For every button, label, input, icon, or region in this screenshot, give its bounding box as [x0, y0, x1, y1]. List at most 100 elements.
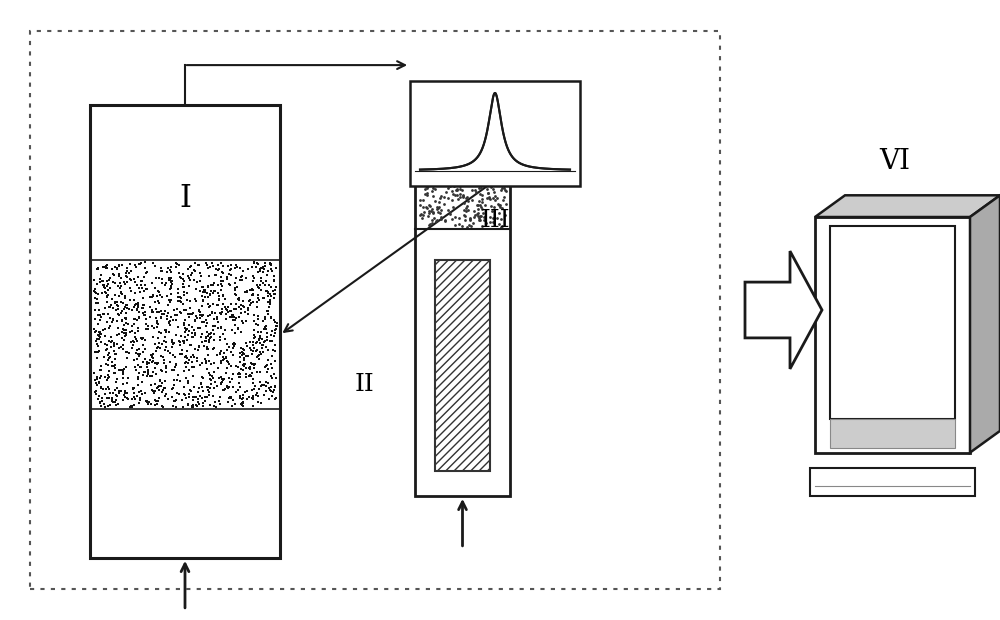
Point: [205, 325, 221, 335]
Point: [130, 371, 146, 381]
Point: [218, 314, 234, 324]
Text: I: I: [179, 183, 191, 214]
Point: [180, 330, 196, 340]
Point: [433, 215, 449, 224]
Point: [264, 265, 280, 275]
Point: [118, 328, 134, 338]
Point: [446, 154, 462, 164]
Point: [234, 400, 250, 410]
Point: [130, 360, 146, 370]
Point: [93, 270, 109, 280]
Point: [108, 400, 124, 410]
Point: [267, 345, 283, 355]
Point: [153, 351, 169, 361]
Point: [109, 264, 125, 273]
Point: [131, 313, 147, 323]
Point: [471, 213, 487, 223]
Point: [414, 213, 430, 223]
Point: [192, 307, 208, 317]
Point: [112, 278, 128, 288]
Point: [420, 167, 436, 177]
Point: [251, 283, 267, 293]
Point: [257, 314, 273, 324]
Point: [420, 211, 436, 221]
Point: [256, 264, 272, 273]
Point: [140, 365, 156, 375]
Point: [126, 294, 142, 304]
Point: [180, 376, 196, 386]
Point: [137, 263, 153, 273]
Point: [93, 383, 109, 393]
Point: [137, 280, 153, 290]
Point: [224, 325, 240, 335]
Point: [267, 340, 283, 350]
Point: [413, 209, 429, 219]
Point: [239, 286, 255, 296]
Point: [194, 282, 210, 292]
Point: [242, 343, 258, 353]
Point: [192, 391, 208, 401]
Point: [211, 294, 227, 304]
Point: [113, 273, 129, 283]
Point: [214, 281, 230, 291]
Point: [248, 319, 264, 329]
Point: [126, 383, 142, 393]
Point: [259, 360, 275, 370]
Point: [440, 205, 456, 215]
Point: [107, 298, 123, 308]
Point: [156, 358, 172, 368]
Point: [127, 260, 143, 270]
Point: [144, 356, 160, 366]
Point: [184, 363, 200, 373]
Point: [246, 325, 262, 335]
Point: [202, 301, 218, 311]
Point: [141, 397, 157, 407]
Point: [135, 347, 151, 356]
Point: [134, 377, 150, 387]
Point: [246, 316, 262, 326]
Point: [422, 202, 438, 211]
Point: [221, 373, 237, 383]
Point: [260, 364, 276, 374]
Point: [238, 363, 254, 373]
Point: [100, 290, 116, 300]
Point: [195, 296, 211, 306]
Point: [425, 183, 441, 193]
Point: [183, 386, 199, 396]
Point: [250, 314, 266, 324]
Point: [211, 295, 227, 305]
Point: [93, 371, 109, 381]
Point: [164, 392, 180, 402]
Point: [129, 304, 145, 314]
Point: [97, 262, 113, 272]
Point: [243, 345, 259, 355]
Point: [245, 359, 261, 369]
Point: [207, 286, 223, 296]
Point: [248, 390, 264, 400]
Point: [465, 218, 481, 228]
Point: [122, 259, 138, 268]
Point: [175, 269, 191, 279]
Point: [145, 307, 161, 317]
Point: [258, 286, 274, 296]
Point: [433, 172, 449, 182]
Point: [446, 168, 462, 178]
Point: [180, 399, 196, 409]
Point: [142, 371, 158, 381]
Point: [244, 359, 260, 369]
Point: [259, 286, 275, 296]
Point: [118, 329, 134, 339]
Point: [109, 264, 125, 273]
Point: [129, 315, 145, 325]
Point: [119, 353, 135, 363]
Point: [98, 360, 114, 370]
Point: [267, 285, 283, 294]
Point: [202, 383, 218, 393]
Point: [268, 373, 284, 383]
Point: [460, 175, 476, 185]
Point: [134, 389, 150, 399]
Point: [105, 314, 121, 324]
Point: [118, 347, 134, 356]
Point: [88, 386, 104, 396]
Point: [449, 166, 465, 175]
